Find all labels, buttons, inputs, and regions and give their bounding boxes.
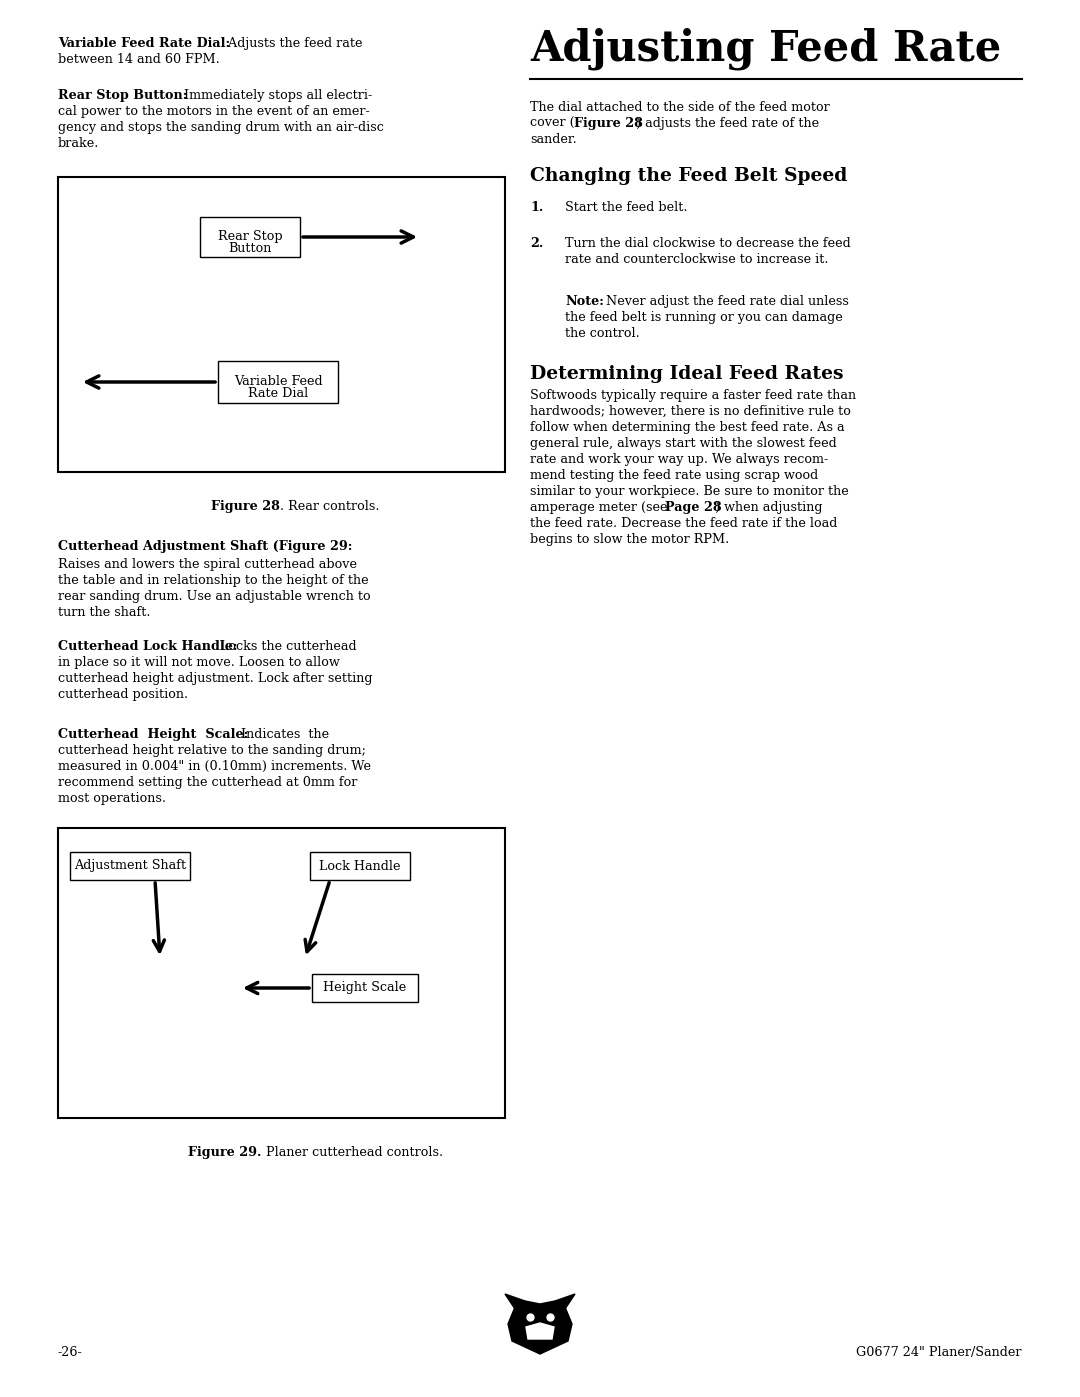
Text: amperage meter (see: amperage meter (see xyxy=(530,502,672,514)
Text: recommend setting the cutterhead at 0mm for: recommend setting the cutterhead at 0mm … xyxy=(58,775,357,789)
Text: . Rear controls.: . Rear controls. xyxy=(280,500,379,513)
Polygon shape xyxy=(508,1301,572,1354)
Text: Planer cutterhead controls.: Planer cutterhead controls. xyxy=(261,1146,443,1160)
Bar xyxy=(58,177,505,472)
Text: the table and in relationship to the height of the: the table and in relationship to the hei… xyxy=(58,574,368,587)
Text: Rear Stop: Rear Stop xyxy=(218,231,282,243)
Text: the control.: the control. xyxy=(565,327,639,339)
Polygon shape xyxy=(505,1294,525,1309)
Text: the feed rate. Decrease the feed rate if the load: the feed rate. Decrease the feed rate if… xyxy=(530,517,837,529)
Bar xyxy=(70,852,190,880)
Text: Adjustment Shaft: Adjustment Shaft xyxy=(73,859,186,873)
Text: the feed belt is running or you can damage: the feed belt is running or you can dama… xyxy=(565,312,842,324)
Text: Locks the cutterhead: Locks the cutterhead xyxy=(216,640,356,652)
Text: measured in 0.004" in (0.10mm) increments. We: measured in 0.004" in (0.10mm) increment… xyxy=(58,760,372,773)
Text: Determining Ideal Feed Rates: Determining Ideal Feed Rates xyxy=(530,365,843,383)
Text: Never adjust the feed rate dial unless: Never adjust the feed rate dial unless xyxy=(602,295,849,307)
Text: turn the shaft.: turn the shaft. xyxy=(58,606,150,619)
Text: ) when adjusting: ) when adjusting xyxy=(715,502,823,514)
Text: Indicates  the: Indicates the xyxy=(233,728,329,740)
Text: The dial attached to the side of the feed motor: The dial attached to the side of the fee… xyxy=(530,101,829,115)
Text: gency and stops the sanding drum with an air-disc: gency and stops the sanding drum with an… xyxy=(58,122,383,134)
Text: follow when determining the best feed rate. As a: follow when determining the best feed ra… xyxy=(530,420,845,434)
Text: similar to your workpiece. Be sure to monitor the: similar to your workpiece. Be sure to mo… xyxy=(530,485,849,497)
Text: begins to slow the motor RPM.: begins to slow the motor RPM. xyxy=(530,534,729,546)
Text: Button: Button xyxy=(228,242,272,256)
Bar xyxy=(218,360,338,402)
Text: ) adjusts the feed rate of the: ) adjusts the feed rate of the xyxy=(636,117,819,130)
Text: Variable Feed: Variable Feed xyxy=(233,374,322,388)
Text: Figure 28: Figure 28 xyxy=(211,500,280,513)
Text: in place so it will not move. Loosen to allow: in place so it will not move. Loosen to … xyxy=(58,657,340,669)
Text: Figure 29.: Figure 29. xyxy=(188,1146,261,1160)
Text: hardwoods; however, there is no definitive rule to: hardwoods; however, there is no definiti… xyxy=(530,405,851,418)
Text: cutterhead height relative to the sanding drum;: cutterhead height relative to the sandin… xyxy=(58,745,366,757)
Bar xyxy=(200,217,300,257)
Text: cutterhead height adjustment. Lock after setting: cutterhead height adjustment. Lock after… xyxy=(58,672,373,685)
Text: Changing the Feed Belt Speed: Changing the Feed Belt Speed xyxy=(530,168,848,184)
Text: rate and work your way up. We always recom-: rate and work your way up. We always rec… xyxy=(530,453,828,467)
Text: G0677 24" Planer/Sander: G0677 24" Planer/Sander xyxy=(856,1345,1022,1359)
Text: 1.: 1. xyxy=(530,201,543,214)
Text: Immediately stops all electri-: Immediately stops all electri- xyxy=(180,89,373,102)
Polygon shape xyxy=(555,1294,575,1309)
Text: sander.: sander. xyxy=(530,133,577,147)
Text: Height Scale: Height Scale xyxy=(323,982,407,995)
Text: Adjusts the feed rate: Adjusts the feed rate xyxy=(224,36,363,50)
Text: most operations.: most operations. xyxy=(58,792,166,805)
Text: Turn the dial clockwise to decrease the feed: Turn the dial clockwise to decrease the … xyxy=(565,237,851,250)
Text: Start the feed belt.: Start the feed belt. xyxy=(565,201,688,214)
Text: Variable Feed Rate Dial:: Variable Feed Rate Dial: xyxy=(58,36,230,50)
Text: Note:: Note: xyxy=(565,295,604,307)
Text: Cutterhead  Height  Scale:: Cutterhead Height Scale: xyxy=(58,728,248,740)
Text: cutterhead position.: cutterhead position. xyxy=(58,687,188,701)
Text: Adjusting Feed Rate: Adjusting Feed Rate xyxy=(530,27,1001,70)
Text: general rule, always start with the slowest feed: general rule, always start with the slow… xyxy=(530,437,837,450)
Polygon shape xyxy=(526,1323,554,1338)
Text: cover (: cover ( xyxy=(530,117,575,130)
Text: rear sanding drum. Use an adjustable wrench to: rear sanding drum. Use an adjustable wre… xyxy=(58,590,370,604)
Text: Rear Stop Button:: Rear Stop Button: xyxy=(58,89,187,102)
Text: Cutterhead Lock Handle:: Cutterhead Lock Handle: xyxy=(58,640,238,652)
Text: Lock Handle: Lock Handle xyxy=(320,859,401,873)
Text: Rate Dial: Rate Dial xyxy=(248,387,308,400)
Text: Cutterhead Adjustment Shaft (Figure 29:: Cutterhead Adjustment Shaft (Figure 29: xyxy=(58,541,352,553)
Text: cal power to the motors in the event of an emer-: cal power to the motors in the event of … xyxy=(58,105,369,117)
Bar xyxy=(310,852,410,880)
Text: -26-: -26- xyxy=(58,1345,83,1359)
Bar xyxy=(58,828,505,1118)
Text: rate and counterclockwise to increase it.: rate and counterclockwise to increase it… xyxy=(565,253,828,265)
Text: between 14 and 60 FPM.: between 14 and 60 FPM. xyxy=(58,53,219,66)
Text: mend testing the feed rate using scrap wood: mend testing the feed rate using scrap w… xyxy=(530,469,819,482)
Text: Softwoods typically require a faster feed rate than: Softwoods typically require a faster fee… xyxy=(530,388,856,402)
Text: 2.: 2. xyxy=(530,237,543,250)
Text: Raises and lowers the spiral cutterhead above: Raises and lowers the spiral cutterhead … xyxy=(58,557,357,571)
Text: Page 28: Page 28 xyxy=(665,502,721,514)
Bar xyxy=(312,974,418,1002)
Text: brake.: brake. xyxy=(58,137,99,149)
Text: Figure 28: Figure 28 xyxy=(573,117,643,130)
